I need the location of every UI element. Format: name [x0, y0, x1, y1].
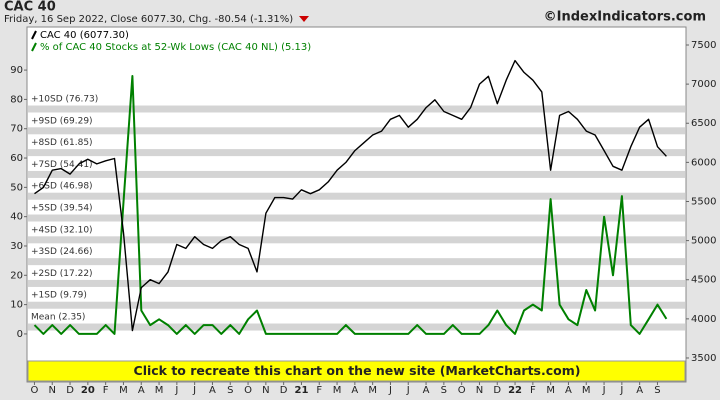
x-tick-label: 21: [294, 385, 308, 396]
x-tick-label: D: [280, 385, 288, 396]
x-tick-label: O: [244, 385, 252, 396]
band-label: +2SD (17.22): [31, 269, 93, 279]
x-tick-label: M: [333, 385, 342, 396]
sd-band: [28, 127, 685, 135]
x-tick-label: A: [636, 385, 643, 396]
sd-band: [28, 323, 685, 331]
banner-link[interactable]: Click to recreate this chart on the new …: [134, 363, 581, 378]
chart-subtitle: Friday, 16 Sep 2022, Close 6077.30, Chg.…: [4, 14, 293, 25]
x-tick-label: J: [174, 385, 178, 396]
y-tick-label: 90: [10, 65, 23, 76]
y2-tick-label: 3500: [691, 353, 716, 364]
y2-tick-label: 5500: [691, 196, 716, 207]
sd-band: [28, 258, 685, 266]
y-tick-label: 0: [17, 329, 23, 340]
sd-band: [28, 279, 685, 287]
y2-tick-label: 4500: [691, 275, 716, 286]
band-label: +9SD (69.29): [31, 116, 93, 126]
x-tick-label: 22: [508, 385, 522, 396]
y2-tick-label: 7500: [691, 40, 716, 51]
y-tick-label: 20: [10, 270, 23, 281]
y2-tick-label: 6500: [691, 118, 716, 129]
sd-band: [28, 192, 685, 200]
x-tick-label: S: [654, 385, 660, 396]
band-label: +10SD (76.73): [31, 94, 98, 104]
x-tick-label: J: [619, 385, 623, 396]
x-tick-label: O: [458, 385, 466, 396]
band-label: +7SD (54.41): [31, 160, 93, 170]
band-label: +4SD (32.10): [31, 225, 93, 235]
x-tick-label: D: [66, 385, 74, 396]
series-line: [33, 75, 668, 335]
y2-tick-label: 4000: [691, 314, 716, 325]
legend-label: CAC 40 (6077.30): [40, 30, 129, 41]
plot-layer: Mean (2.35) +1SD (9.79) +2SD (17.22) +3SD (…: [10, 29, 716, 396]
sd-band: [28, 214, 685, 222]
y-tick-label: 40: [10, 212, 23, 223]
x-tick-label: D: [493, 385, 501, 396]
sd-band: [28, 236, 685, 244]
x-tick-label: O: [31, 385, 39, 396]
x-tick-label: M: [368, 385, 377, 396]
banner-box[interactable]: [27, 360, 686, 382]
legend-label: % of CAC 40 Stocks at 52-Wk Lows (CAC 40…: [40, 42, 311, 53]
x-tick-label: F: [316, 385, 322, 396]
sd-band: [28, 170, 685, 178]
x-tick-label: J: [602, 385, 606, 396]
x-tick-label: M: [119, 385, 128, 396]
x-tick-label: F: [103, 385, 109, 396]
y-tick-label: 60: [10, 153, 23, 164]
x-tick-label: J: [388, 385, 392, 396]
x-tick-label: J: [192, 385, 196, 396]
band-label: +8SD (61.85): [31, 138, 93, 148]
band-label: +6SD (46.98): [31, 182, 93, 192]
legend-box: [30, 29, 302, 55]
source: ©IndexIndicators.com: [544, 10, 706, 25]
x-tick-label: S: [227, 385, 233, 396]
band-label: +3SD (24.66): [31, 247, 93, 257]
x-tick-label: N: [49, 385, 56, 396]
x-tick-label: A: [351, 385, 358, 396]
sd-band: [28, 105, 685, 113]
y-tick-label: 70: [10, 124, 23, 135]
y-tick-label: 30: [10, 241, 23, 252]
x-tick-label: F: [530, 385, 536, 396]
y2-tick-label: 6000: [691, 157, 716, 168]
y-tick-label: 50: [10, 182, 23, 193]
x-tick-label: M: [546, 385, 555, 396]
x-tick-label: J: [406, 385, 410, 396]
legend-swatch: [31, 30, 37, 40]
x-tick-label: A: [209, 385, 216, 396]
x-tick-label: A: [423, 385, 430, 396]
sd-band: [28, 301, 685, 309]
series-line: [34, 59, 667, 332]
chart-title: CAC 40: [4, 0, 56, 15]
x-tick-label: 20: [81, 385, 95, 396]
x-tick-label: A: [138, 385, 145, 396]
legend-swatch: [31, 42, 37, 52]
band-label: +5SD (39.54): [31, 204, 93, 214]
x-tick-label: M: [582, 385, 591, 396]
y2-tick-label: 5000: [691, 236, 716, 247]
x-tick-label: N: [476, 385, 483, 396]
y-tick-label: 80: [10, 94, 23, 105]
sd-band: [28, 149, 685, 157]
x-tick-label: N: [262, 385, 269, 396]
x-tick-label: A: [565, 385, 572, 396]
band-label: +1SD (9.79): [31, 291, 87, 301]
band-label: Mean (2.35): [31, 313, 85, 323]
x-tick-label: M: [155, 385, 164, 396]
x-tick-label: S: [441, 385, 447, 396]
y2-tick-label: 7000: [691, 79, 716, 90]
y-tick-label: 10: [10, 300, 23, 311]
down-arrow: [299, 16, 309, 22]
